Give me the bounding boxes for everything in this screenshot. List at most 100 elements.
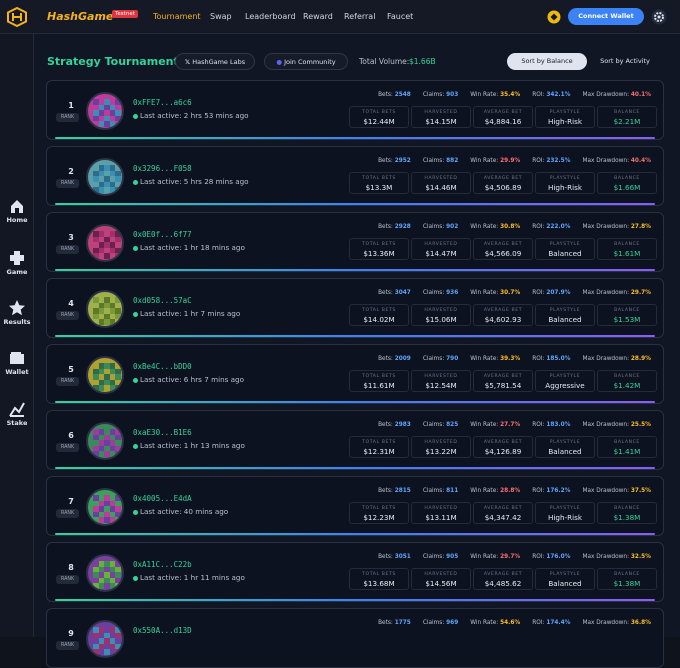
claims-label: Claims: bbox=[422, 554, 445, 560]
sidebar-item[interactable]: Results bbox=[0, 298, 34, 326]
leaderboard-row[interactable]: 1 RANK 0xFFE7...a6c6 Last active: 2 hrs 53 … bbox=[46, 80, 664, 140]
avatar-pixel bbox=[115, 632, 121, 638]
leaderboard-row[interactable]: 9 RANK 0x550A...d13D Bets: 1775 Claims: 969 W… bbox=[46, 608, 664, 668]
sort-balance[interactable]: Sort by Balance bbox=[507, 53, 587, 70]
claims-label: Claims: bbox=[422, 224, 445, 230]
stat-label: BALANCE bbox=[614, 572, 640, 577]
avatar-pixel bbox=[93, 104, 99, 110]
avatar-pixel bbox=[115, 583, 121, 589]
claims-label: Claims: bbox=[422, 158, 445, 164]
leaderboard-row[interactable]: 6 RANK 0xaE30...B1E6 Last active: 1 hr 13 m… bbox=[46, 410, 664, 470]
avatar-pixel bbox=[104, 374, 110, 380]
avatar-pixel bbox=[115, 572, 121, 578]
leaderboard-row[interactable]: 4 RANK 0xd058...57aC Last active: 1 hr 7 mi… bbox=[46, 278, 664, 338]
nav-link[interactable]: Tournament bbox=[153, 12, 201, 21]
wallet-icon[interactable] bbox=[547, 10, 561, 24]
bets-label: Bets: bbox=[378, 92, 393, 98]
sort-activity[interactable]: Sort by Activity bbox=[600, 57, 650, 65]
settings-icon[interactable] bbox=[651, 9, 667, 25]
avatar-pixel bbox=[93, 187, 99, 193]
avatar bbox=[86, 620, 124, 658]
wallet-address: 0xFFE7...a6c6 bbox=[133, 98, 192, 107]
avatar-pixel bbox=[98, 511, 104, 517]
avatar-pixel bbox=[98, 495, 104, 501]
summary-stat: Win Rate: 30.8% bbox=[470, 224, 520, 230]
avatar-pixel bbox=[104, 583, 110, 589]
avatar-pixel bbox=[115, 511, 121, 517]
avatar-pixel bbox=[104, 99, 110, 105]
logo-icon bbox=[7, 7, 27, 27]
leaderboard-row[interactable]: 2 RANK 0x3296...F058 Last active: 5 hrs 28 … bbox=[46, 146, 664, 206]
rank-number: 2 bbox=[68, 167, 74, 176]
stat-value: $12.23M bbox=[363, 513, 395, 522]
stat-label: HARVESTED bbox=[424, 440, 458, 445]
nav-link[interactable]: Reward bbox=[303, 12, 333, 21]
leaderboard-row[interactable]: 5 RANK 0xBe4C...bDD0 Last active: 6 hrs 7 m… bbox=[46, 344, 664, 404]
active-dot bbox=[133, 576, 138, 581]
avatar-pixel bbox=[115, 561, 121, 567]
leaderboard-row[interactable]: 8 RANK 0xA11C...C22b Last active: 1 hr 11 m… bbox=[46, 542, 664, 602]
sidebar-label: Wallet bbox=[5, 368, 29, 376]
avatar-pixel bbox=[115, 385, 121, 391]
win-rate-value: 29.7% bbox=[500, 554, 521, 560]
win-rate-label: Win Rate: bbox=[470, 554, 499, 560]
stat-label: HARVESTED bbox=[424, 176, 458, 181]
avatar-pixel bbox=[98, 253, 104, 259]
avatar-pixel bbox=[98, 374, 104, 380]
avatar-pixel bbox=[98, 429, 104, 435]
avatar-pixel bbox=[93, 297, 99, 303]
stat-label: BALANCE bbox=[614, 506, 640, 511]
summary-stat: ROI: 222.0% bbox=[532, 224, 570, 230]
avatar-pixel bbox=[98, 165, 104, 171]
community-button[interactable]: ● Join Community bbox=[264, 53, 348, 70]
roi-label: ROI: bbox=[532, 290, 545, 296]
stat-box: AVERAGE BET $4,485.62 bbox=[473, 568, 533, 590]
avatar-pixel bbox=[98, 577, 104, 583]
leaderboard-row[interactable]: 3 RANK 0x0E0f...6f77 Last active: 1 hr 18 m… bbox=[46, 212, 664, 272]
stat-label: PLAYSTYLE bbox=[549, 308, 581, 313]
avatar-pixel bbox=[98, 104, 104, 110]
sidebar-item[interactable]: Game bbox=[0, 248, 34, 276]
summary-stat: Max Drawdown: 40.4% bbox=[582, 158, 651, 164]
summary-stat: Bets: 2952 bbox=[378, 158, 411, 164]
leaderboard-row[interactable]: 7 RANK 0x4005...E4dA Last active: 40 mins a… bbox=[46, 476, 664, 536]
stat-label: AVERAGE BET bbox=[483, 110, 523, 115]
avatar-pixel bbox=[109, 445, 115, 451]
nav-link[interactable]: Referral bbox=[344, 12, 376, 21]
avatar-pixel bbox=[115, 242, 121, 248]
avatar-pixel bbox=[104, 434, 110, 440]
stat-label: AVERAGE BET bbox=[483, 572, 523, 577]
avatar-pixel bbox=[98, 313, 104, 319]
stat-label: AVERAGE BET bbox=[483, 506, 523, 511]
nav-link[interactable]: Swap bbox=[210, 12, 232, 21]
avatar-pixel bbox=[115, 500, 121, 506]
sidebar-item[interactable]: Stake bbox=[0, 399, 34, 427]
active-dot bbox=[133, 114, 138, 119]
stat-box: PLAYSTYLE Balanced bbox=[535, 238, 595, 260]
nav-link[interactable]: Faucet bbox=[387, 12, 414, 21]
summary-stats: Bets: 2548 Claims: 903 Win Rate: 35.4% ROI:… bbox=[378, 92, 651, 98]
page: HashGame Testnet Connect Wallet Tourname… bbox=[0, 7, 680, 668]
avatar-pixel bbox=[98, 308, 104, 314]
avatar-pixel bbox=[109, 429, 115, 435]
stat-box: HARVESTED $14.46M bbox=[411, 172, 471, 194]
avatar-pixel bbox=[98, 363, 104, 369]
avatar-pixel bbox=[109, 176, 115, 182]
avatar-pixel bbox=[93, 583, 99, 589]
nav-link[interactable]: Leaderboard bbox=[245, 12, 296, 21]
claims-label: Claims: bbox=[422, 356, 445, 362]
stat-box: HARVESTED $14.15M bbox=[411, 106, 471, 128]
sidebar-item[interactable]: Wallet bbox=[0, 348, 34, 376]
rank-number: 6 bbox=[68, 431, 74, 440]
stat-value: $13.36M bbox=[363, 249, 395, 258]
max-drawdown-value: 40.4% bbox=[630, 158, 651, 164]
avatar-pixel bbox=[115, 236, 121, 242]
avatar-pixel bbox=[109, 517, 115, 523]
stat-value: $2.21M bbox=[613, 117, 641, 126]
avatar-pixel bbox=[93, 429, 99, 435]
rank-label: RANK bbox=[56, 179, 80, 188]
stat-value: $11.61M bbox=[363, 381, 395, 390]
connect-wallet[interactable]: Connect Wallet bbox=[568, 8, 644, 25]
labs-button[interactable]: 𝕏 HashGame Labs bbox=[175, 53, 255, 70]
sidebar-item[interactable]: Home bbox=[0, 196, 34, 224]
